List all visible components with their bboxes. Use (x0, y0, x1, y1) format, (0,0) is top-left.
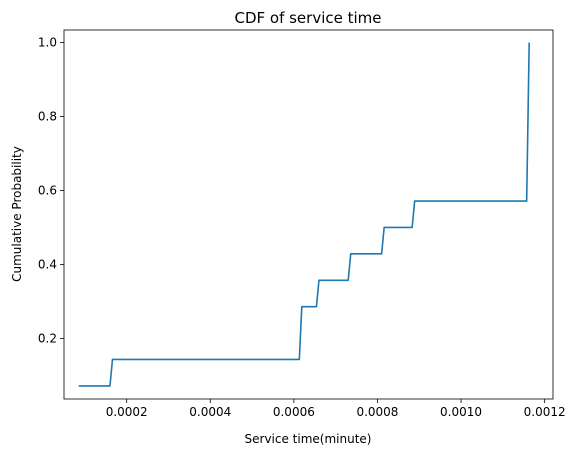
y-tick-label: 0.2 (38, 331, 57, 345)
y-axis-label: Cumulative Probability (10, 146, 24, 282)
y-tick-label: 1.0 (38, 36, 57, 50)
x-tick-label: 0.0004 (189, 405, 231, 419)
y-axis: 0.2 0.4 0.6 0.8 1.0 (38, 36, 64, 345)
plot-area (78, 42, 530, 387)
x-axis: 0.0002 0.0004 0.0006 0.0008 0.0010 0.0012 (106, 399, 566, 419)
cdf-series-line (78, 42, 530, 387)
y-tick-label: 0.8 (38, 110, 57, 124)
y-tick-label: 0.4 (38, 257, 57, 271)
x-tick-label: 0.0012 (524, 405, 566, 419)
plot-frame (63, 29, 554, 400)
chart-title: CDF of service time (234, 9, 381, 27)
x-tick-label: 0.0008 (356, 405, 398, 419)
x-axis-label: Service time(minute) (245, 432, 372, 446)
x-tick-label: 0.0006 (273, 405, 315, 419)
x-tick-label: 0.0010 (440, 405, 482, 419)
y-tick-label: 0.6 (38, 183, 57, 197)
x-tick-label: 0.0002 (106, 405, 148, 419)
